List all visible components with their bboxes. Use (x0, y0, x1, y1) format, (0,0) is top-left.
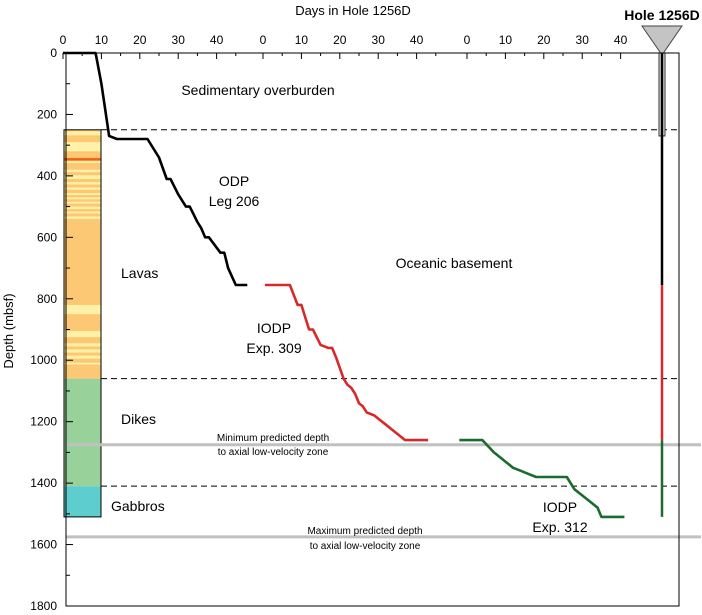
lavas-label: Lavas (121, 265, 158, 281)
lithology-dikes-unit (64, 378, 101, 487)
lava-flow-stripe (64, 211, 101, 214)
exp312-label-line1: IODP (543, 499, 577, 515)
x-tick-label: 40 (210, 33, 224, 47)
y-tick-label: 800 (37, 292, 57, 306)
lithology-column-border (63, 129, 102, 518)
lava-flow-stripe (64, 206, 101, 210)
y-tick-label: 1200 (30, 415, 57, 429)
leg206-label-line2: Leg 206 (209, 193, 260, 209)
lithology-lavas-unit (64, 129, 101, 379)
series-line-1 (264, 283, 429, 442)
labels: Days in Hole 1256D Depth (mbsf) Sediment… (1, 3, 700, 552)
series-line-2 (459, 438, 625, 519)
lava-flow-stripe (64, 169, 101, 173)
wellhead-cone-icon (641, 25, 683, 56)
y-tick-label: 600 (37, 230, 57, 244)
lava-flow-stripe (64, 343, 101, 347)
lava-flow-stripe (64, 131, 101, 136)
lava-flow-stripe (64, 216, 101, 219)
y-tick-label: 1600 (30, 538, 57, 552)
y-tick-label: 0 (50, 46, 57, 60)
x-tick-label: 40 (410, 33, 424, 47)
x-tick-label: 40 (614, 33, 628, 47)
x-tick-label: 0 (60, 33, 67, 47)
lava-flow-stripe (64, 362, 101, 365)
lava-flow-stripe (64, 158, 101, 161)
lava-flow-stripe (64, 197, 101, 200)
y-tick-label: 1800 (30, 599, 57, 613)
x-tick-label: 0 (260, 33, 267, 47)
dikes-label: Dikes (121, 411, 156, 427)
exp312-label-line2: Exp. 312 (532, 519, 587, 535)
hole-title: Hole 1256D (624, 7, 699, 23)
x-tick-label: 0 (464, 33, 471, 47)
y-tick-label: 1400 (30, 476, 57, 490)
leg206-label-line1: ODP (219, 173, 249, 189)
exp309-label-line2: Exp. 309 (246, 340, 301, 356)
y-tick-label: 200 (37, 107, 57, 121)
max-predicted-line1: Maximum predicted depth (307, 526, 422, 537)
drilling-progress-series (63, 51, 625, 519)
gabbros-label: Gabbros (111, 498, 165, 514)
oceanic-basement-label: Oceanic basement (396, 255, 513, 271)
lava-flow-stripe (64, 182, 101, 185)
x-tick-label: 20 (537, 33, 551, 47)
x-tick-label: 20 (333, 33, 347, 47)
x-tick-label: 20 (133, 33, 147, 47)
lava-flow-stripe (64, 355, 101, 359)
lava-flow-stripe (64, 187, 101, 190)
max-predicted-line2: to axial low-velocity zone (310, 541, 421, 552)
y-tick-label: 1000 (30, 353, 57, 367)
lava-flow-stripe (64, 304, 101, 315)
min-predicted-line1: Minimum predicted depth (217, 433, 329, 444)
x-tick-label: 30 (172, 33, 186, 47)
lava-flow-stripe (64, 331, 101, 338)
lava-flow-stripe (64, 142, 101, 152)
y-tick-label: 400 (37, 169, 57, 183)
y-axis-label: Depth (mbsf) (1, 293, 16, 368)
x-tick-label: 10 (295, 33, 309, 47)
lithology-column (63, 129, 102, 518)
x-tick-label: 30 (372, 33, 386, 47)
x-tick-label: 10 (499, 33, 513, 47)
lava-flow-stripe (64, 175, 101, 179)
lava-flow-stripe (64, 201, 101, 204)
series-line-0 (63, 51, 248, 287)
lithology-gabbros-unit (64, 486, 101, 517)
lava-flow-stripe (64, 349, 101, 353)
x-tick-label: 30 (576, 33, 590, 47)
lava-flow-stripe (64, 193, 101, 195)
sedimentary-overburden-label: Sedimentary overburden (181, 82, 334, 98)
depth-reference-lines (66, 129, 701, 539)
chart-title: Days in Hole 1256D (295, 3, 411, 18)
x-tick-label: 10 (95, 33, 109, 47)
lava-flow-stripe (64, 161, 101, 163)
exp309-label-line1: IODP (257, 320, 291, 336)
hole-schematic (641, 25, 683, 517)
min-predicted-line2: to axial low-velocity zone (218, 447, 329, 458)
